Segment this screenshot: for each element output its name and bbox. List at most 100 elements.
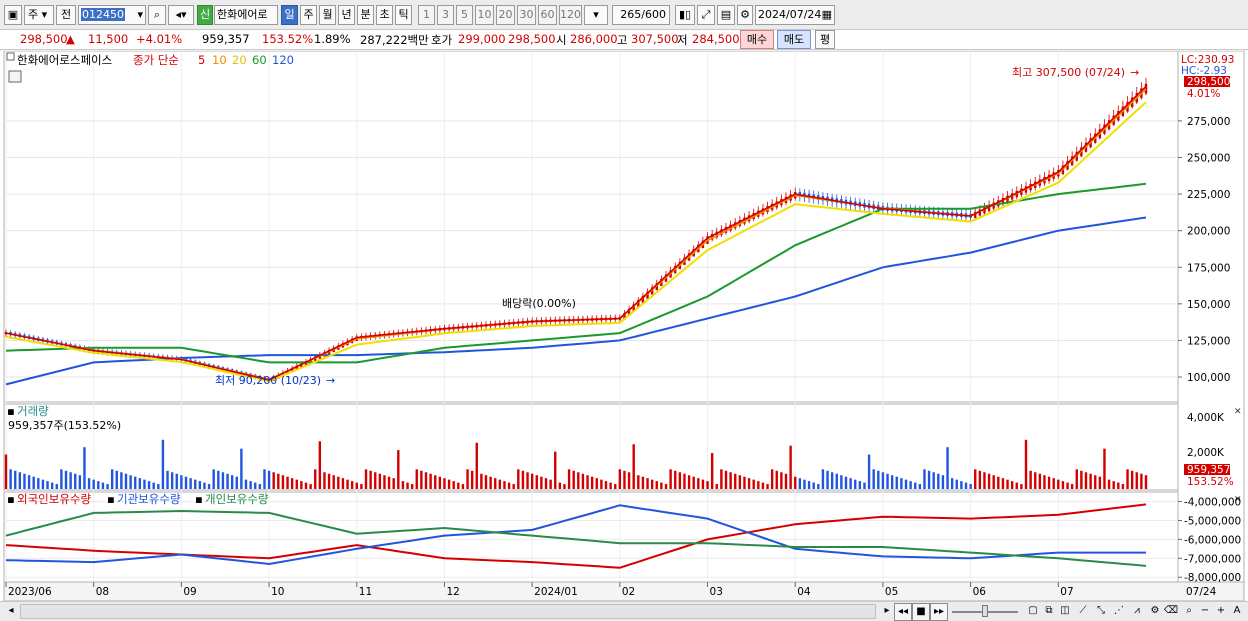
scroll-right-icon[interactable]: ▸ [884,605,890,616]
panel-close-icon[interactable]: ✕ [1234,495,1242,505]
sin-badge[interactable]: 신 [197,5,213,25]
fibo-tool-icon[interactable]: ⩘ [1134,605,1140,616]
interval-20[interactable]: 20 [496,5,515,25]
scroll-track[interactable] [20,604,876,619]
window-layout-icon[interactable]: ▢ [1028,605,1038,616]
first-page-icon[interactable]: ◂◂ [894,603,912,621]
volume-bar [664,484,668,489]
last-page-icon[interactable]: ▸▸ [930,603,948,621]
speaker-icon[interactable]: ◂▾ [168,5,194,25]
price-panel[interactable] [3,50,1179,403]
volume-bar [701,479,705,489]
draw-tools-icon[interactable]: ⤢ [697,5,715,25]
legend-sep: ▪ [195,492,203,506]
collapse-icon[interactable] [6,52,15,61]
stop-icon[interactable]: ■ [912,603,930,621]
search-icon[interactable]: ⌕ [148,5,166,25]
eval-button[interactable]: 평 [815,30,835,49]
channel-tool-icon[interactable]: ⋰ [1114,605,1124,616]
volume-bar [175,473,178,489]
volume-bar [1052,478,1055,489]
period-minute[interactable]: 분 [357,5,374,25]
zoom-slider-handle[interactable] [982,605,988,617]
volume-bar [217,470,220,489]
interval-60[interactable]: 60 [538,5,557,25]
holding-line-1 [5,504,1146,566]
period-second[interactable]: 초 [376,5,393,25]
bottom-scrollbar[interactable]: ◂ ▸ ◂◂ ■ ▸▸ ▢ ⧉ ◫ ⟋ ⤡ ⋰ ⩘ ⚙ ⌫ ⌕ − + A [0,601,1248,621]
interval-120[interactable]: 120 [559,5,582,25]
sell-button[interactable]: 매도 [777,30,811,49]
volume-bar [161,439,165,489]
period-week[interactable]: 주 [300,5,317,25]
copy-icon[interactable]: ⧉ [1045,605,1053,616]
interval-5[interactable]: 5 [456,5,473,25]
candle-body [710,233,714,240]
trend-tool-icon[interactable]: ⤡ [1097,605,1105,616]
volume-bar [507,482,511,489]
settings-tool-icon[interactable]: ⚙ [1150,605,1160,616]
chart-area[interactable]: 한화에어로스페이스 종가 단순 5 10 20 60 120 최고 307,50… [0,50,1248,602]
count-input[interactable]: 265/600 [612,5,670,25]
period-year[interactable]: 년 [338,5,355,25]
zoom-in-icon[interactable]: + [1216,605,1226,616]
font-size-icon[interactable]: A [1233,605,1241,616]
volume-bar [1144,475,1148,489]
volume-bar [101,482,105,489]
period-day[interactable]: 일 [281,5,298,25]
candle-body [974,211,977,218]
period-month[interactable]: 월 [319,5,336,25]
jeon-button[interactable]: 전 [56,5,76,25]
volume-bar [406,482,409,489]
volume-bar [1020,484,1023,489]
dual-window-icon[interactable]: ◫ [1060,605,1070,616]
interval-dropdown[interactable]: ▾ [584,5,608,25]
volume-panel[interactable] [3,403,1179,491]
zoom-out-icon[interactable]: − [1200,605,1210,616]
code-input[interactable]: 012450 ▾ [78,5,146,25]
gear-icon[interactable]: ⚙ [737,5,753,25]
save-icon[interactable]: ▤ [717,5,735,25]
volume-bar [46,481,49,489]
date-input[interactable]: 2024/07/24 ▦ [755,5,835,25]
candle-type-icon[interactable]: ▮▯ [675,5,695,25]
line-tool-icon[interactable]: ⟋ [1079,605,1087,616]
holding-panel[interactable] [3,491,1179,583]
panel-close-icon[interactable]: ✕ [1234,407,1242,417]
candle-body [290,367,294,372]
mode-value: 주 [28,8,39,21]
grid-toggle-icon[interactable] [8,70,22,83]
individual-holding-label: 개인보유수량 [205,492,269,506]
volume-bar [1135,472,1138,489]
holding-collapse-icon[interactable]: ▪ [7,492,15,506]
x-tick-label: 11 [359,586,372,598]
volume-bar [627,472,631,489]
volume-bar [97,481,100,489]
candle-body [646,291,649,299]
volume-bar [129,475,132,489]
chart-svg[interactable]: 한화에어로스페이스 종가 단순 5 10 20 60 120 최고 307,50… [0,50,1248,602]
interval-30[interactable]: 30 [517,5,536,25]
volume-bar [558,482,562,489]
period-tick[interactable]: 틱 [395,5,412,25]
volume-bar [581,473,585,489]
volume-bar [438,476,442,489]
interval-3[interactable]: 3 [437,5,454,25]
window-icon[interactable]: ▣ [4,5,22,25]
volume-bar [318,441,322,489]
erase-icon[interactable]: ⌫ [1163,605,1179,616]
mode-select[interactable]: 주 ▾ [24,5,54,25]
ma-10-label: 10 [212,53,227,67]
volume-bar [734,473,737,489]
candle-body [650,287,654,295]
volume-bar [618,469,622,489]
volume: 959,357 [202,32,250,46]
interval-1[interactable]: 1 [418,5,435,25]
volume-bar [803,479,806,489]
interval-10[interactable]: 10 [475,5,494,25]
volume-bar [1038,473,1042,489]
scroll-left-icon[interactable]: ◂ [8,605,14,616]
zoom-search-icon[interactable]: ⌕ [1186,605,1192,616]
buy-button[interactable]: 매수 [740,30,774,49]
volume-collapse-icon[interactable]: ▪ [7,404,15,418]
